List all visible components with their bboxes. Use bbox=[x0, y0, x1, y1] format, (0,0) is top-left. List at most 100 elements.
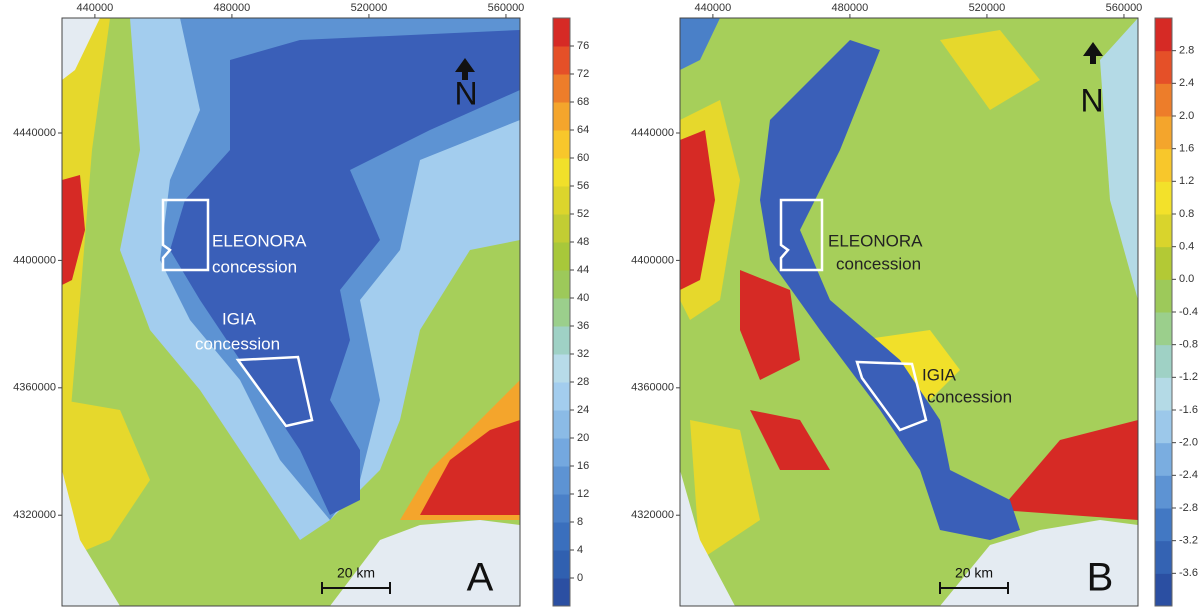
colorbar-tick-label: 72 bbox=[577, 68, 589, 80]
colorbar-band bbox=[553, 494, 570, 523]
colorbar-band bbox=[553, 18, 570, 47]
colorbar-tick-label: 56 bbox=[577, 180, 589, 192]
colorbar-tick-label: -0.8 bbox=[1179, 339, 1198, 351]
colorbar-tick-label: 20 bbox=[577, 432, 589, 444]
colorbar-band bbox=[1155, 410, 1172, 444]
colorbar-frame bbox=[552, 17, 571, 607]
colorbar-tick-label: 1.6 bbox=[1179, 143, 1194, 155]
panel-label: B bbox=[1087, 556, 1114, 600]
colorbar-band bbox=[553, 466, 570, 495]
colorbar-band bbox=[553, 410, 570, 439]
y-tick-label: 4320000 bbox=[631, 509, 674, 521]
colorbar-tick-label: -2.8 bbox=[1179, 502, 1198, 514]
colorbar-band bbox=[1155, 18, 1172, 52]
annotation: ELEONORA bbox=[828, 231, 923, 250]
colorbar-band bbox=[1155, 540, 1172, 574]
colorbar-band bbox=[553, 270, 570, 299]
colorbar-band bbox=[1155, 442, 1172, 476]
north-arrow bbox=[1083, 42, 1103, 64]
colorbar-tick-label: 48 bbox=[577, 236, 589, 248]
colorbar-band bbox=[553, 214, 570, 243]
y-tick-label: 4440000 bbox=[13, 127, 56, 139]
colorbar-tick-label: 40 bbox=[577, 292, 589, 304]
colorbar-tick-label: 2.8 bbox=[1179, 45, 1194, 57]
colorbar-band bbox=[553, 550, 570, 579]
y-tick-label: 4360000 bbox=[631, 382, 674, 394]
colorbar-band bbox=[1155, 148, 1172, 182]
colorbar-tick-label: 76 bbox=[577, 40, 589, 52]
colorbar-tick-label: -3.2 bbox=[1179, 535, 1198, 547]
colorbar-band bbox=[1155, 312, 1172, 346]
colorbar-band bbox=[553, 242, 570, 271]
colorbar-tick-label: 28 bbox=[577, 376, 589, 388]
colorbar-band bbox=[553, 158, 570, 187]
colorbar-band bbox=[1155, 573, 1172, 607]
colorbar-tick-label: 12 bbox=[577, 488, 589, 500]
colorbar-tick-label: 16 bbox=[577, 460, 589, 472]
y-tick-label: 4400000 bbox=[631, 254, 674, 266]
colorbar-band bbox=[553, 578, 570, 607]
scale-label: 20 km bbox=[337, 565, 375, 581]
colorbar-tick-label: 32 bbox=[577, 348, 589, 360]
north-label: N bbox=[454, 75, 477, 111]
panel-label: A bbox=[467, 556, 494, 600]
x-tick-label: 480000 bbox=[214, 2, 251, 14]
map-a bbox=[61, 17, 521, 607]
x-tick-label: 520000 bbox=[969, 2, 1006, 14]
colorbar-band bbox=[553, 102, 570, 131]
annotation: concession bbox=[212, 257, 297, 276]
annotation: ELEONORA bbox=[212, 231, 307, 250]
scale-label: 20 km bbox=[955, 565, 993, 581]
colorbar-tick-label: -1.2 bbox=[1179, 371, 1198, 383]
colorbar-band bbox=[553, 74, 570, 103]
y-tick-label: 4400000 bbox=[13, 254, 56, 266]
colorbar-band bbox=[1155, 475, 1172, 509]
colorbar-band bbox=[553, 438, 570, 467]
colorbar-band bbox=[1155, 508, 1172, 542]
colorbar-band bbox=[1155, 246, 1172, 280]
colorbar-tick-label: -2.4 bbox=[1179, 469, 1198, 481]
colorbar-tick-label: 60 bbox=[577, 152, 589, 164]
colorbar-tick-label: 24 bbox=[577, 404, 589, 416]
colorbar-tick-label: 52 bbox=[577, 208, 589, 220]
colorbar-band bbox=[1155, 214, 1172, 248]
colorbar-band bbox=[553, 186, 570, 215]
x-tick-label: 560000 bbox=[1106, 2, 1143, 14]
y-tick-label: 4360000 bbox=[13, 382, 56, 394]
map-b bbox=[679, 17, 1139, 607]
colorbar-tick-label: 4 bbox=[577, 544, 583, 556]
annotation: concession bbox=[927, 387, 1012, 406]
colorbar-tick-label: 64 bbox=[577, 124, 589, 136]
colorbar-band bbox=[553, 354, 570, 383]
colorbar-band bbox=[553, 382, 570, 411]
annotation: concession bbox=[836, 254, 921, 273]
colorbar-band bbox=[1155, 279, 1172, 313]
colorbar-tick-label: 36 bbox=[577, 320, 589, 332]
y-tick-label: 4440000 bbox=[631, 127, 674, 139]
y-tick-label: 4320000 bbox=[13, 509, 56, 521]
colorbar-tick-label: -0.4 bbox=[1179, 306, 1198, 318]
colorbar-tick-label: -1.6 bbox=[1179, 404, 1198, 416]
colorbar-tick-label: 1.2 bbox=[1179, 175, 1194, 187]
annotation: concession bbox=[195, 334, 280, 353]
colorbar-tick-label: 8 bbox=[577, 516, 583, 528]
colorbar-tick-label: 0.4 bbox=[1179, 241, 1194, 253]
x-tick-label: 440000 bbox=[77, 2, 114, 14]
colorbar-band bbox=[1155, 83, 1172, 117]
annotation: IGIA bbox=[222, 309, 257, 328]
colorbar-band bbox=[553, 130, 570, 159]
colorbar-tick-label: 44 bbox=[577, 264, 589, 276]
colorbar-tick-label: 0.0 bbox=[1179, 273, 1194, 285]
colorbar-band bbox=[553, 522, 570, 551]
colorbar-band bbox=[1155, 344, 1172, 378]
colorbar-band bbox=[1155, 377, 1172, 411]
colorbar-tick-label: 68 bbox=[577, 96, 589, 108]
north-arrow bbox=[455, 58, 475, 80]
colorbar-band bbox=[1155, 181, 1172, 215]
annotation: IGIA bbox=[922, 365, 957, 384]
colorbar-band bbox=[553, 298, 570, 327]
x-tick-label: 440000 bbox=[695, 2, 732, 14]
colorbar-band bbox=[553, 326, 570, 355]
colorbar-band bbox=[1155, 50, 1172, 84]
